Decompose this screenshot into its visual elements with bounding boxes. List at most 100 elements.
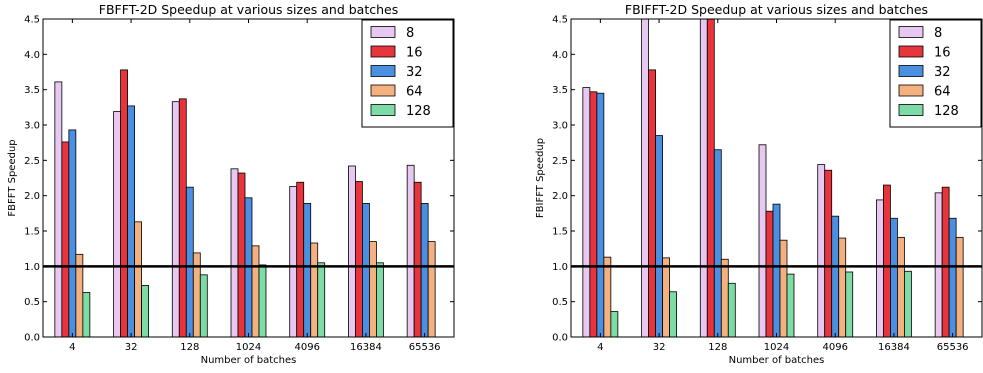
legend-swatch-16: [370, 45, 396, 58]
bar-128-4: [610, 311, 619, 338]
bar-32-32: [655, 135, 663, 338]
bar-32-4: [68, 129, 77, 338]
bar-32-65536: [420, 203, 429, 338]
bar-64-4: [603, 256, 612, 338]
bar-32-4096: [303, 203, 312, 338]
y-tick-label: 0.5: [552, 297, 568, 308]
bar-16-32: [120, 69, 128, 338]
y-tick-label: 0.5: [24, 297, 40, 308]
y-tick-label: 1.0: [24, 262, 40, 273]
x-tick-label: 128: [180, 342, 199, 353]
legend-label-16: 16: [934, 46, 951, 61]
y-tick-label: 1.5: [24, 227, 40, 238]
bar-16-32: [648, 69, 656, 338]
x-tick-label: 32: [653, 342, 666, 353]
x-axis-label: Number of batches: [729, 355, 825, 366]
x-tick-label: 16384: [878, 342, 910, 353]
bar-8-4: [54, 81, 63, 338]
legend: 8 16 32 64 128: [361, 19, 454, 128]
y-tick-label: 3.5: [24, 85, 40, 96]
x-tick-label: 4: [597, 342, 603, 353]
bar-16-128: [178, 98, 187, 338]
bar-128-32: [141, 285, 149, 338]
y-tick-label: 3.5: [552, 85, 568, 96]
legend-swatch-128: [898, 104, 924, 116]
chart-title: FBIFFT-2D Speedup at various sizes and b…: [625, 2, 928, 17]
y-tick-label: 4.0: [552, 50, 568, 61]
bar-64-1024: [779, 239, 788, 338]
y-tick-label: 4.0: [24, 50, 40, 61]
bar-128-32: [669, 291, 677, 338]
x-tick-label: 65536: [937, 342, 969, 353]
bar-32-128: [185, 186, 194, 338]
bar-16-4: [61, 141, 70, 338]
y-tick-label: 2.0: [24, 191, 40, 202]
legend-swatch-64: [898, 84, 924, 97]
legend-label-128: 128: [934, 104, 959, 119]
x-axis: 4 32 128 1024 4096 16384 65536: [597, 19, 969, 353]
bar-16-16384: [355, 181, 363, 338]
legend-swatch-32: [898, 65, 924, 77]
bar-32-16384: [890, 217, 898, 338]
x-axis-label: Number of batches: [201, 355, 297, 366]
bar-16-4: [589, 91, 598, 338]
bar-32-32: [127, 105, 135, 338]
legend-label-64: 64: [934, 85, 951, 100]
x-tick-label: 16384: [350, 342, 382, 353]
legend-swatch-16: [898, 45, 924, 58]
bar-16-4096: [824, 169, 833, 338]
bar-128-1024: [786, 273, 795, 338]
bar-32-65536: [948, 217, 957, 338]
bar-128-1024: [258, 264, 267, 338]
bar-16-1024: [237, 172, 246, 338]
legend-swatch-8: [898, 26, 924, 38]
bar-64-4096: [838, 237, 847, 338]
x-tick-label: 128: [708, 342, 727, 353]
bar-16-128: [706, 18, 715, 338]
legend-label-32: 32: [934, 65, 951, 80]
x-tick-label: 1024: [236, 342, 261, 353]
legend-swatch-128: [370, 104, 396, 116]
bar-16-4096: [296, 181, 305, 338]
y-tick-label: 2.5: [24, 156, 40, 167]
bar-128-128: [727, 282, 736, 338]
y-tick-label: 2.5: [552, 156, 568, 167]
bar-64-4096: [310, 242, 319, 338]
bar-64-16384: [897, 236, 905, 338]
bar-64-65536: [955, 236, 964, 338]
y-axis-label: FBFFT Speedup: [7, 139, 18, 216]
bar-8-32: [113, 111, 121, 338]
bar-32-16384: [362, 203, 370, 338]
y-tick-label: 3.0: [552, 121, 568, 132]
legend-label-128: 128: [406, 104, 431, 119]
bar-16-65536: [941, 186, 950, 338]
legend-label-16: 16: [406, 46, 423, 61]
legend-label-32: 32: [406, 65, 423, 80]
bar-64-16384: [369, 241, 377, 338]
bar-16-65536: [413, 181, 422, 338]
x-tick-label: 4: [69, 342, 75, 353]
y-tick-label: 0.0: [24, 333, 40, 344]
y-tick-label: 1.5: [552, 227, 568, 238]
x-tick-label: 1024: [764, 342, 789, 353]
bar-128-4: [82, 292, 91, 338]
bar-16-16384: [883, 184, 891, 338]
legend-swatch-64: [370, 84, 396, 97]
bars: [54, 69, 436, 338]
y-tick-label: 4.5: [552, 15, 568, 26]
bar-64-128: [720, 258, 729, 338]
y-tick-label: 0.0: [552, 333, 568, 344]
bar-64-1024: [251, 245, 260, 338]
bar-32-128: [713, 149, 722, 338]
y-tick-label: 4.5: [24, 15, 40, 26]
bar-8-128: [171, 101, 180, 338]
bar-8-1024: [230, 168, 239, 338]
bar-64-32: [134, 221, 142, 338]
legend: 8 16 32 64 128: [889, 19, 982, 128]
bar-128-128: [199, 274, 208, 338]
bar-8-4096: [817, 164, 826, 338]
bar-64-32: [662, 257, 670, 338]
bar-8-4: [582, 87, 591, 338]
